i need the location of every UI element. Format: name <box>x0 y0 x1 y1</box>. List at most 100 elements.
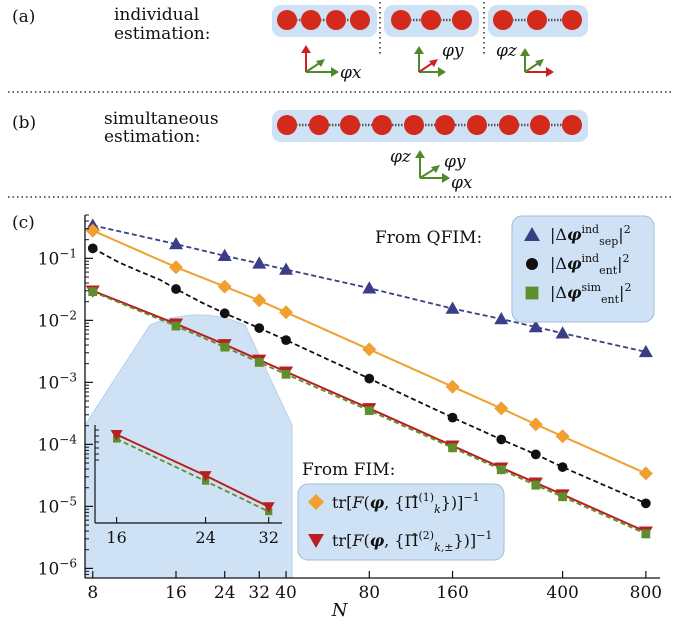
data-point-sep_ind <box>445 301 460 314</box>
inset-x-tick-label: 32 <box>259 528 279 547</box>
data-point-sep_ind <box>169 237 184 250</box>
data-point-ent_sim <box>171 321 181 331</box>
data-point-fim1 <box>279 305 294 320</box>
data-point-ent_sim <box>254 357 264 367</box>
axes-glyph-y <box>414 46 446 77</box>
ion <box>493 10 513 30</box>
legend-fim-label-fim1: tr[F(φ, {Π̂(1)k})]−1 <box>332 491 480 516</box>
ion <box>499 115 519 135</box>
y-tick-label: 10−5 <box>38 494 77 517</box>
data-point-ent_sim <box>281 369 291 379</box>
x-tick-label: 32 <box>248 583 270 603</box>
legend-qfim-label-sep_ind: |Δφindsep|2 <box>550 223 631 248</box>
x-tick-label: 80 <box>358 583 380 603</box>
ion <box>301 10 321 30</box>
axis-label-phi-z: φz <box>496 41 518 61</box>
data-point-fim1 <box>638 466 653 481</box>
data-point-ent_sim <box>220 342 230 352</box>
axis-label-phi-x: φx <box>451 173 473 193</box>
x-tick-label: 16 <box>165 583 187 603</box>
data-point-ent_ind <box>496 434 507 445</box>
panel-c-tag: (c) <box>12 213 35 233</box>
ion <box>350 10 370 30</box>
ion <box>309 115 329 135</box>
panel-a-label-line1: individual <box>114 5 199 25</box>
x-tick-label: 400 <box>546 583 578 603</box>
x-tick-label: 24 <box>214 583 236 603</box>
ion <box>530 115 550 135</box>
data-point-ent_sim <box>558 492 568 502</box>
ion <box>404 115 424 135</box>
legend-fim-marker-fim2 <box>308 534 324 548</box>
ion <box>527 10 547 30</box>
data-point-ent_ind <box>447 412 458 423</box>
legend-fim-marker-fim1 <box>308 494 324 510</box>
ion <box>277 10 297 30</box>
ion <box>340 115 360 135</box>
y-tick-label: 10−6 <box>38 556 77 579</box>
data-point-fim1 <box>362 342 377 357</box>
data-point-fim1 <box>252 293 267 308</box>
data-point-ent_sim <box>496 465 506 475</box>
data-point-ent_sim <box>448 443 457 453</box>
ion <box>277 115 297 135</box>
legend-qfim-marker-ent_sim <box>525 286 539 300</box>
data-point-ent_sim <box>88 287 98 297</box>
ion <box>421 10 441 30</box>
main-plot: 10−110−210−310−410−510−68 16 24 32 40 80 160 40… <box>38 214 662 621</box>
axis-label-phi-z: φz <box>390 147 412 167</box>
data-point-sep_ind <box>217 248 232 262</box>
inset-point-fim2 <box>262 502 275 513</box>
data-point-ent_ind <box>364 373 375 384</box>
inset-x-tick-label: 16 <box>106 528 126 547</box>
inset-point-fim2 <box>199 471 212 482</box>
x-tick-label: 160 <box>436 583 468 603</box>
data-point-fim1 <box>528 417 543 432</box>
data-point-fim1 <box>494 401 509 416</box>
data-point-ent_ind <box>557 462 568 472</box>
data-point-ent_ind <box>281 335 291 345</box>
data-point-sep_ind <box>528 320 543 333</box>
legend-fim-title: From FIM: <box>302 460 395 480</box>
legend-qfim-label-ent_sim: |Δφsiment|2 <box>550 281 631 306</box>
legend-qfim-marker-sep_ind <box>524 227 540 241</box>
data-point-ent_ind <box>640 498 651 509</box>
ion <box>452 10 472 30</box>
panel-a-chain-group-2 <box>384 5 479 37</box>
legend-qfim-marker-ent_ind <box>526 258 538 270</box>
y-tick-label: 10−1 <box>38 246 77 269</box>
x-tick-label: 800 <box>630 583 662 603</box>
data-point-fim1 <box>85 223 100 238</box>
ion <box>562 10 582 30</box>
panel-b-tag: (b) <box>12 113 36 133</box>
axis-label-phi-y: φy <box>444 152 466 172</box>
axes-glyph-z <box>520 48 554 77</box>
ion <box>391 10 411 30</box>
inset-backdrop <box>84 314 293 579</box>
axes-glyph-x <box>301 45 339 77</box>
panel-a-tag: (a) <box>12 7 35 27</box>
panel-b-chain <box>272 110 588 142</box>
data-point-ent_ind <box>530 449 541 460</box>
data-point-sep_ind <box>638 344 653 358</box>
data-point-ent_ind <box>254 323 265 333</box>
panel-b-label-line1: simultaneous <box>104 109 219 129</box>
x-axis-label: N <box>331 600 349 621</box>
data-point-sep_ind <box>555 326 570 339</box>
y-tick-label: 10−3 <box>38 370 77 393</box>
panel-a-chain-group-1 <box>272 5 377 37</box>
data-point-sep_ind <box>362 281 377 294</box>
panel-a-label-line2: estimation: <box>114 24 211 44</box>
data-point-fim1 <box>445 379 460 394</box>
axis-label-phi-x: φx <box>340 63 362 83</box>
data-point-ent_ind <box>87 243 98 254</box>
data-point-fim1 <box>169 260 184 275</box>
y-tick-label: 10−2 <box>38 308 77 331</box>
x-tick-label: 8 <box>87 583 98 603</box>
legend-qfim-label-ent_ind: |Δφindent|2 <box>550 252 630 277</box>
data-point-ent_ind <box>171 284 181 294</box>
data-point-sep_ind <box>279 262 294 275</box>
data-point-ent_sim <box>531 480 541 490</box>
axis-label-phi-y: φy <box>442 41 464 61</box>
